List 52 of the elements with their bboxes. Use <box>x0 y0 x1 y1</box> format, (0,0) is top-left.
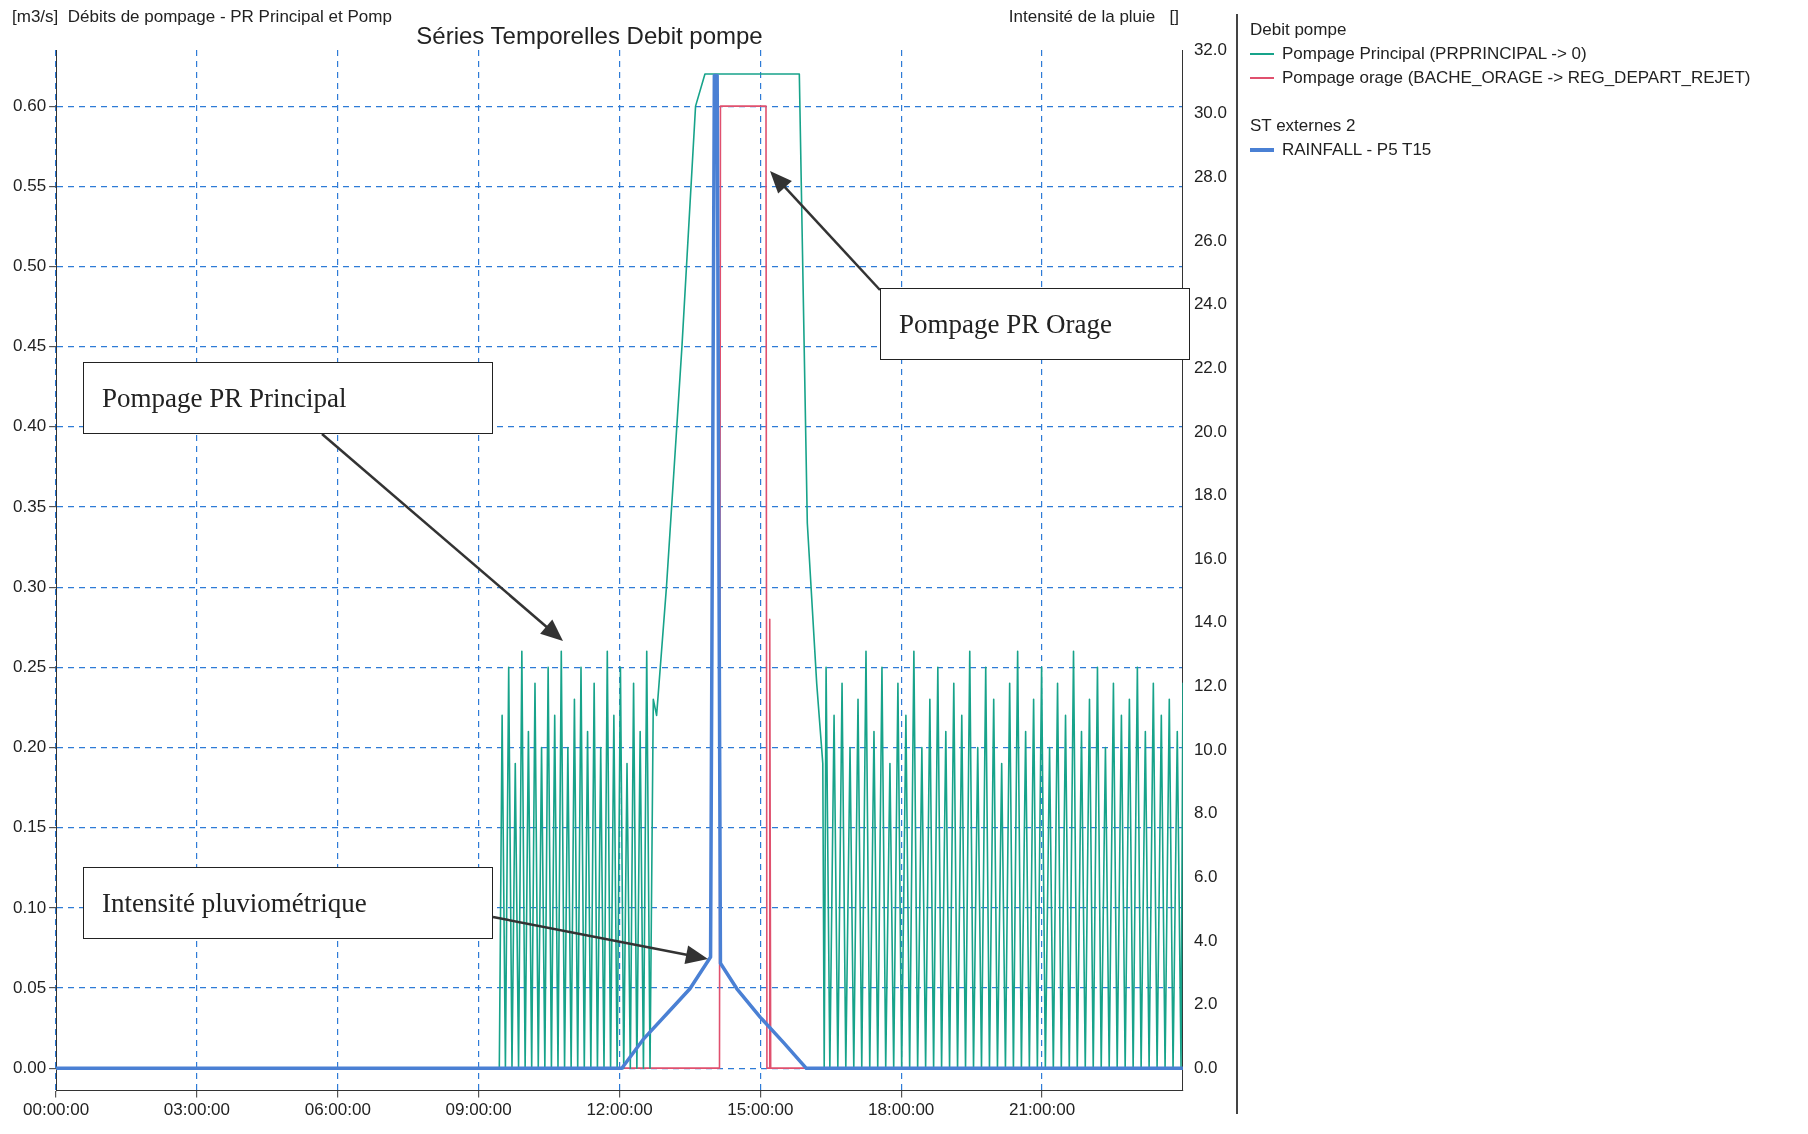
y2-tick-label: 14.0 <box>1193 612 1228 632</box>
y2-tick-label: 6.0 <box>1193 867 1218 887</box>
y2-tick-label: 20.0 <box>1193 421 1228 441</box>
callout-box: Intensité pluviométrique <box>83 867 493 939</box>
x-tick-label: 15:00:00 <box>727 1100 794 1120</box>
y2-tick-label: 16.0 <box>1193 548 1228 568</box>
callout-box: Pompage PR Orage <box>880 288 1190 360</box>
y-axis-title: [m3/s] Débits de pompage - PR Principal et Pomp <box>12 7 392 26</box>
text: ST externes 2 <box>1250 116 1357 136</box>
y2-tick-label: 8.0 <box>1193 803 1218 823</box>
y2-tick-label: 32.0 <box>1193 39 1228 59</box>
y2-tick-label: 10.0 <box>1193 739 1228 759</box>
x-tick-label: 03:00:00 <box>163 1100 231 1120</box>
legend-label: Pompage orage (BACHE_ORAGE -> REG_DEPART_REJET) <box>1282 68 1751 88</box>
annotation: Pompage PR Orage <box>899 308 1112 340</box>
callout-box: Pompage PR Principal <box>83 362 493 434</box>
y-tick-label: 0.30 <box>12 576 47 596</box>
chart-title: Séries Temporelles Debit pompe <box>416 22 763 49</box>
y-tick-label: 0.10 <box>12 897 47 917</box>
y-tick-label: 0.60 <box>12 95 47 115</box>
y2-axis-title: Intensité de la pluie [] <box>1008 7 1179 26</box>
x-tick-label: 12:00:00 <box>586 1100 653 1120</box>
y2-tick-label: 28.0 <box>1193 166 1228 186</box>
y-tick-label: 0.35 <box>12 496 47 516</box>
annotation: Pompage PR Principal <box>102 382 347 414</box>
legend-label: RAINFALL - P5 T15 <box>1282 140 1432 160</box>
x-tick-label: 18:00:00 <box>868 1100 935 1120</box>
y-tick-label: 0.40 <box>12 416 47 436</box>
y2-tick-label: 18.0 <box>1193 485 1228 505</box>
y-tick-label: 0.50 <box>12 256 47 276</box>
annotation: Intensité pluviométrique <box>102 887 367 919</box>
y-tick-label: 0.45 <box>12 336 47 356</box>
x-tick-label: 06:00:00 <box>304 1100 371 1120</box>
y-tick-label: 0.55 <box>12 175 47 195</box>
y-tick-label: 0.05 <box>12 977 47 997</box>
y-tick-label: 0.25 <box>12 656 47 676</box>
y-tick-label: 0.00 <box>12 1057 47 1077</box>
y2-tick-label: 0.0 <box>1193 1058 1218 1078</box>
y2-tick-label: 4.0 <box>1193 930 1218 950</box>
y2-tick-label: 2.0 <box>1193 994 1218 1014</box>
x-tick-label: 00:00:00 <box>22 1100 90 1120</box>
y2-tick-label: 22.0 <box>1193 357 1228 377</box>
x-tick-label: 09:00:00 <box>445 1100 512 1120</box>
y2-tick-label: 12.0 <box>1193 676 1228 696</box>
legend-title: Debit pompe <box>1250 20 1348 40</box>
x-tick-label: 21:00:00 <box>1008 1100 1076 1120</box>
y-tick-label: 0.15 <box>12 817 47 837</box>
legend-label: Pompage Principal (PRPRINCIPAL -> 0) <box>1282 44 1587 64</box>
y2-tick-label: 26.0 <box>1193 230 1228 250</box>
y2-tick-label: 30.0 <box>1193 103 1228 123</box>
y2-tick-label: 24.0 <box>1193 294 1228 314</box>
y-tick-label: 0.20 <box>12 737 47 757</box>
